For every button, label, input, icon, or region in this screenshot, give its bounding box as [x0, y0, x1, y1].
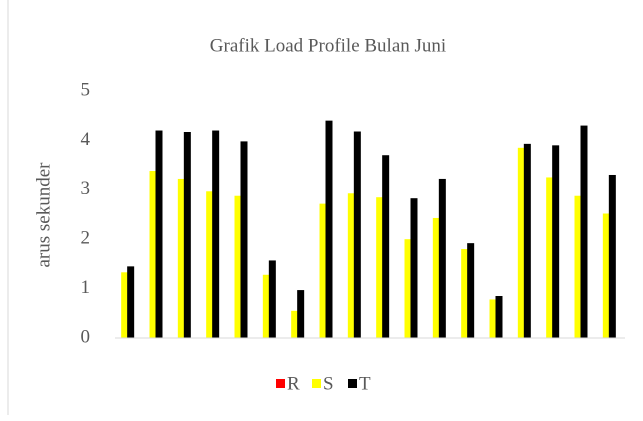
bar: [489, 299, 497, 338]
bar: [495, 296, 503, 338]
legend-label: T: [359, 373, 371, 394]
bar: [268, 260, 276, 338]
bar: [177, 178, 185, 338]
bar: [206, 191, 214, 338]
bar: [580, 125, 588, 338]
legend-swatch: [276, 379, 285, 388]
bar: [608, 174, 616, 338]
bar: [432, 217, 440, 338]
bar: [183, 132, 191, 338]
legend-swatch: [312, 379, 321, 388]
y-tick-label: 2: [81, 228, 91, 249]
bar: [574, 195, 582, 338]
legend-label: S: [323, 373, 334, 394]
bar: [410, 198, 418, 338]
y-tick-label: 4: [81, 129, 91, 150]
chart-title: Grafik Load Profile Bulan Juni: [210, 35, 446, 56]
bar: [404, 239, 412, 338]
y-tick-label: 5: [81, 79, 91, 100]
bar: [212, 130, 220, 338]
bar: [552, 145, 560, 338]
bar: [149, 171, 157, 338]
legend-swatch: [348, 379, 357, 388]
y-tick-label: 0: [81, 326, 91, 347]
bar: [262, 274, 270, 338]
bar: [382, 155, 390, 338]
bar: [517, 147, 525, 338]
y-axis-label: arus sekunder: [33, 162, 54, 268]
bar: [353, 131, 361, 338]
y-tick-label: 3: [81, 178, 91, 199]
bar: [240, 141, 248, 338]
bar: [291, 310, 299, 338]
bar: [376, 197, 384, 338]
bar: [121, 272, 129, 338]
bar: [602, 213, 610, 338]
y-tick-label: 1: [81, 277, 91, 298]
bar: [546, 177, 554, 338]
bar: [461, 249, 469, 338]
bar: [319, 203, 327, 338]
bar: [325, 120, 333, 338]
legend-label: R: [287, 373, 300, 394]
bar: [347, 193, 355, 338]
bar: [438, 178, 446, 338]
bar: [155, 130, 163, 338]
bar: [234, 195, 242, 338]
bar: [523, 143, 531, 338]
bar: [467, 243, 475, 338]
bar: [297, 290, 305, 338]
bar: [127, 266, 135, 338]
